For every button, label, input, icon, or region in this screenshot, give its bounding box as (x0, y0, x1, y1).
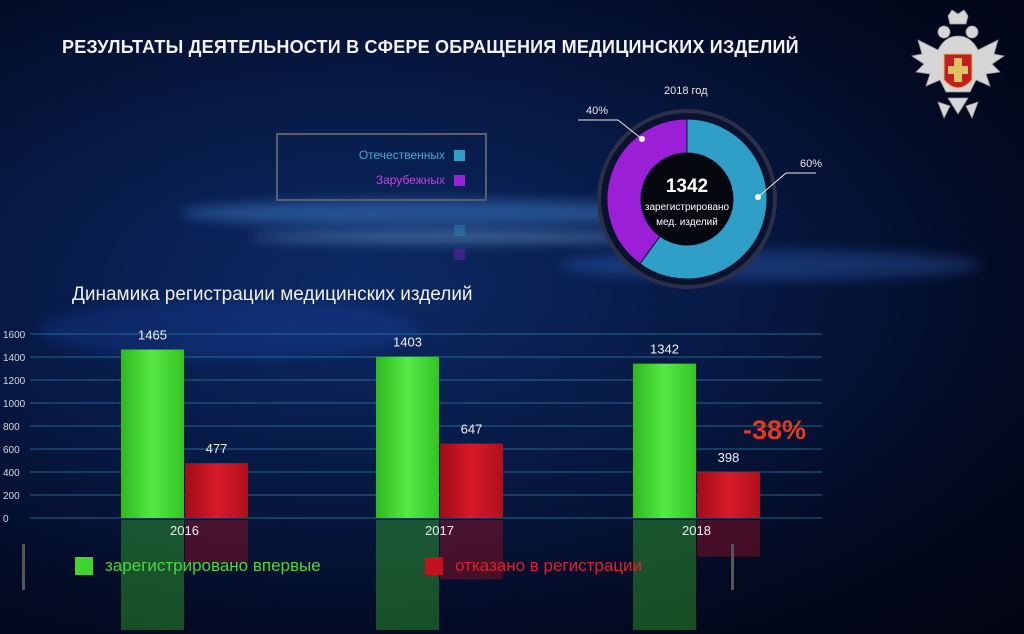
bar-reflection-refused-2016 (185, 520, 248, 564)
legend-item-registered: зарегистрировано впервые (75, 556, 321, 576)
legend-swatch-registered (75, 557, 93, 575)
donut-center-value: 1342 (666, 176, 708, 197)
leader-dot-foreign (639, 136, 645, 142)
legend-reflection (276, 206, 487, 266)
bar-reflection-refused-2017 (440, 520, 503, 580)
legend-item-foreign: Зарубежных (376, 173, 465, 187)
slice-label-domestic: 60% (800, 158, 822, 170)
decline-annotation: -38% (743, 415, 806, 445)
leader-line-domestic (757, 172, 816, 198)
bar-refused-2017 (440, 443, 503, 518)
bar-value-label-refused-2016: 477 (206, 441, 228, 456)
y-tick-label: 200 (3, 491, 20, 502)
legend-swatch-domestic (454, 149, 465, 161)
legend-label-refused: отказано в регистрации (455, 556, 643, 575)
donut-title: 2018 год (664, 85, 708, 97)
bar-reflection-registered-2016 (121, 520, 184, 630)
bar-chart-title: Динамика регистрации медицинских изделий (72, 284, 473, 305)
legend-item-refused: отказано в регистрации (425, 556, 642, 576)
bar-value-label-refused-2018: 398 (718, 450, 740, 465)
x-tick-label-2016: 2016 (170, 523, 199, 538)
bar-reflection-refused-2018 (697, 520, 760, 557)
donut-hole (641, 153, 733, 245)
bar-legend: зарегистрировано впервые отказано в реги… (22, 544, 734, 590)
page-title: РЕЗУЛЬТАТЫ ДЕЯТЕЛЬНОСТИ В СФЕРЕ ОБРАЩЕНИ… (62, 37, 799, 57)
donut-slice-foreign (606, 118, 688, 265)
bar-reflection-registered-2017 (376, 520, 439, 630)
bar-refused-2018 (697, 472, 760, 518)
y-tick-label: 800 (3, 422, 20, 433)
donut-center-label-line2: мед. изделий (656, 217, 718, 228)
y-tick-label: 1600 (3, 330, 26, 341)
bar-value-label-refused-2017: 647 (461, 422, 483, 437)
y-tick-label: 1200 (3, 376, 26, 387)
legend-label-domestic: Отечественных (358, 148, 445, 162)
double-headed-eagle-emblem-icon (910, 9, 1006, 119)
donut-chart: 1342 зарегистрировано мед. изделий 40% 6… (578, 105, 822, 289)
bar-reflection-registered-2018 (633, 520, 696, 630)
legend-swatch-refused (425, 557, 443, 575)
x-tick-label-2018: 2018 (682, 523, 711, 538)
bar-registered-2018 (633, 363, 696, 518)
donut-center-label-line1: зарегистрировано (645, 202, 730, 213)
legend-label-registered: зарегистрировано впервые (105, 556, 321, 575)
y-tick-label: 1000 (3, 399, 26, 410)
legend-label-foreign: Зарубежных (375, 173, 445, 187)
leader-line-foreign (578, 119, 643, 140)
bar-value-label-registered-2018: 1342 (650, 342, 679, 357)
y-tick-label: 400 (3, 468, 20, 479)
bar-value-label-registered-2016: 1465 (138, 328, 167, 343)
bar-registered-2016 (121, 349, 184, 518)
donut-legend: Отечественных Зарубежных (276, 133, 487, 201)
bar-chart: 0 200 400 600 800 1000 1200 1400 1600 1465 477 2016… (3, 328, 822, 630)
bar-refused-2016 (185, 463, 248, 518)
x-tick-label-2017: 2017 (425, 523, 454, 538)
legend-swatch-foreign (454, 174, 465, 186)
y-tick-label: 0 (3, 514, 9, 525)
y-tick-label: 600 (3, 445, 20, 456)
legend-item-domestic: Отечественных (359, 148, 465, 162)
leader-dot-domestic (755, 194, 761, 200)
bar-registered-2017 (376, 356, 439, 518)
bar-value-label-registered-2017: 1403 (393, 335, 422, 350)
slice-label-foreign: 40% (586, 105, 608, 117)
y-tick-label: 1400 (3, 353, 26, 364)
